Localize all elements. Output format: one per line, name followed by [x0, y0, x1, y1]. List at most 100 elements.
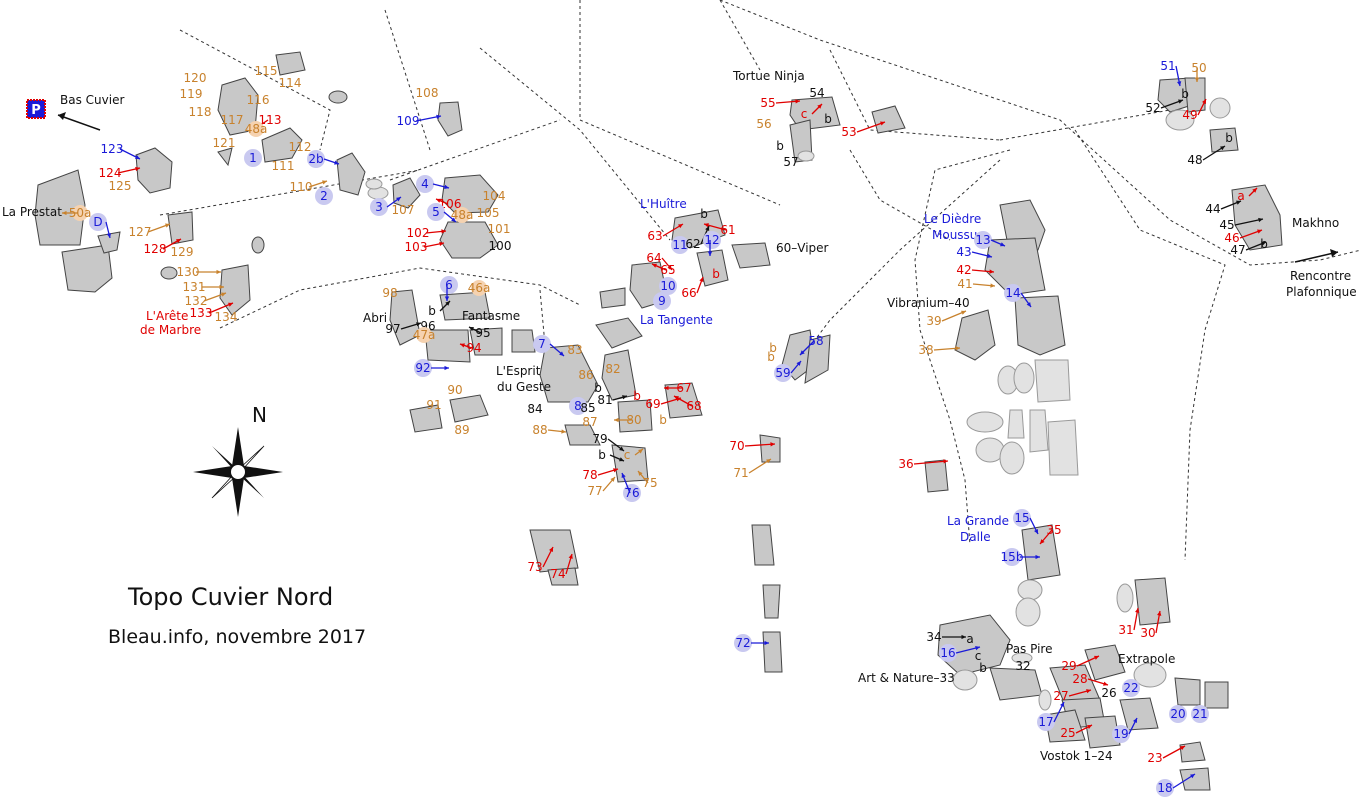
- boulder: [1014, 295, 1066, 356]
- trail: [384, 9, 431, 151]
- boulder: [1047, 419, 1079, 476]
- boulder: [275, 51, 306, 76]
- route-number: 44: [1205, 202, 1220, 216]
- route-marker-circle: [1013, 509, 1031, 527]
- place-arete-2: de Marbre: [140, 323, 201, 337]
- route-number: c: [801, 107, 808, 121]
- boulder: [97, 231, 121, 254]
- route-number: 79: [592, 432, 607, 446]
- route-marker: 121: [213, 136, 236, 150]
- route-number: 89: [454, 423, 469, 437]
- route-number: 32: [1015, 659, 1030, 673]
- route-number: 116: [247, 93, 270, 107]
- boulder: [954, 309, 996, 361]
- route-marker: 94: [459, 341, 482, 355]
- boulder: [664, 382, 703, 419]
- route-marker: 34: [926, 630, 966, 644]
- route-marker-circle: [248, 121, 264, 137]
- boulder: [1209, 97, 1231, 119]
- route-arrowhead: [987, 253, 992, 259]
- route-arrowhead: [444, 184, 449, 190]
- route-number: 46: [1224, 231, 1239, 245]
- boulder: [595, 317, 643, 349]
- boulder: [696, 249, 729, 287]
- boulder: [392, 177, 421, 209]
- route-marker: 75: [637, 470, 658, 490]
- route-number: 21: [1192, 707, 1207, 721]
- route-number: b: [767, 350, 775, 364]
- route-number: 52: [1145, 101, 1160, 115]
- route-number: 78: [582, 468, 597, 482]
- route-number: 15: [1014, 511, 1029, 525]
- route-marker: 13: [974, 231, 1006, 249]
- route-number: 47: [1230, 243, 1245, 257]
- place-diedre-moussu-2: Moussu: [932, 228, 977, 242]
- route-number: 91: [426, 398, 441, 412]
- route-marker: 67: [664, 381, 692, 395]
- route-arrowhead: [1000, 242, 1005, 247]
- trail: [579, 0, 781, 206]
- boulder: [1209, 127, 1239, 153]
- route-marker-circle: [659, 277, 677, 295]
- route-number: 61: [720, 223, 735, 237]
- route-number: 110: [290, 180, 313, 194]
- place-huitre: L'Huître: [640, 197, 687, 211]
- route-arrowhead: [961, 310, 966, 315]
- route-arrowhead: [1094, 655, 1099, 660]
- route-number: 48: [1187, 153, 1202, 167]
- route-arrowhead: [817, 104, 822, 109]
- route-marker: 54: [809, 86, 824, 100]
- route-arrowhead: [444, 365, 449, 371]
- route-arrowhead: [1040, 539, 1045, 544]
- route-marker: 111: [272, 159, 295, 173]
- route-number: 48a: [451, 208, 474, 222]
- route-number: 111: [272, 159, 295, 173]
- route-arrowhead: [766, 459, 771, 464]
- route-marker: 46a: [468, 280, 490, 296]
- route-arrowhead: [704, 223, 709, 228]
- route-marker-circle: [1037, 713, 1055, 731]
- route-marker: 92: [414, 359, 449, 377]
- boulder: [409, 404, 443, 433]
- route-marker: 43: [956, 245, 993, 259]
- place-makhno: Makhno: [1292, 216, 1339, 230]
- route-arrowhead: [469, 327, 474, 331]
- route-number: 1: [249, 151, 257, 165]
- route-arrowhead: [622, 395, 627, 400]
- route-arrowhead: [1176, 81, 1182, 86]
- route-arrowhead: [441, 229, 446, 234]
- route-marker: 2b: [307, 150, 340, 168]
- route-marker-circle: [1112, 725, 1130, 743]
- route-marker: 56: [756, 117, 771, 131]
- route-marker: 105: [477, 206, 500, 220]
- route-marker: 36: [898, 457, 949, 471]
- route-marker: 72: [734, 634, 769, 652]
- route-marker: 50a: [62, 205, 91, 221]
- route-marker: 114: [279, 76, 302, 90]
- route-marker: 14: [1004, 284, 1032, 308]
- route-arrowhead: [800, 350, 805, 355]
- route-number: b: [1181, 87, 1189, 101]
- route-number: 35: [1046, 523, 1061, 537]
- route-number: 82: [605, 362, 620, 376]
- route-arrowhead: [451, 217, 456, 222]
- boulder: [762, 584, 781, 619]
- route-arrowhead: [1261, 241, 1266, 246]
- route-number: 66: [681, 286, 696, 300]
- route-marker: 100: [489, 239, 512, 253]
- compass-rose: N: [193, 403, 283, 517]
- trail: [829, 49, 1001, 141]
- route-arrowhead: [699, 277, 704, 282]
- route-number: 115: [255, 64, 278, 78]
- route-number: 59: [775, 366, 790, 380]
- route-arrowhead: [678, 224, 683, 229]
- route-marker: 32: [1015, 659, 1030, 673]
- compass-north-label: N: [252, 403, 267, 427]
- route-marker: 26: [1101, 686, 1116, 700]
- route-number: 9: [658, 294, 666, 308]
- route-arrowhead: [1252, 188, 1257, 193]
- route-marker-circle: [734, 634, 752, 652]
- route-marker: 22: [1122, 679, 1140, 697]
- route-arrowhead: [568, 554, 573, 559]
- boulder: [564, 424, 601, 446]
